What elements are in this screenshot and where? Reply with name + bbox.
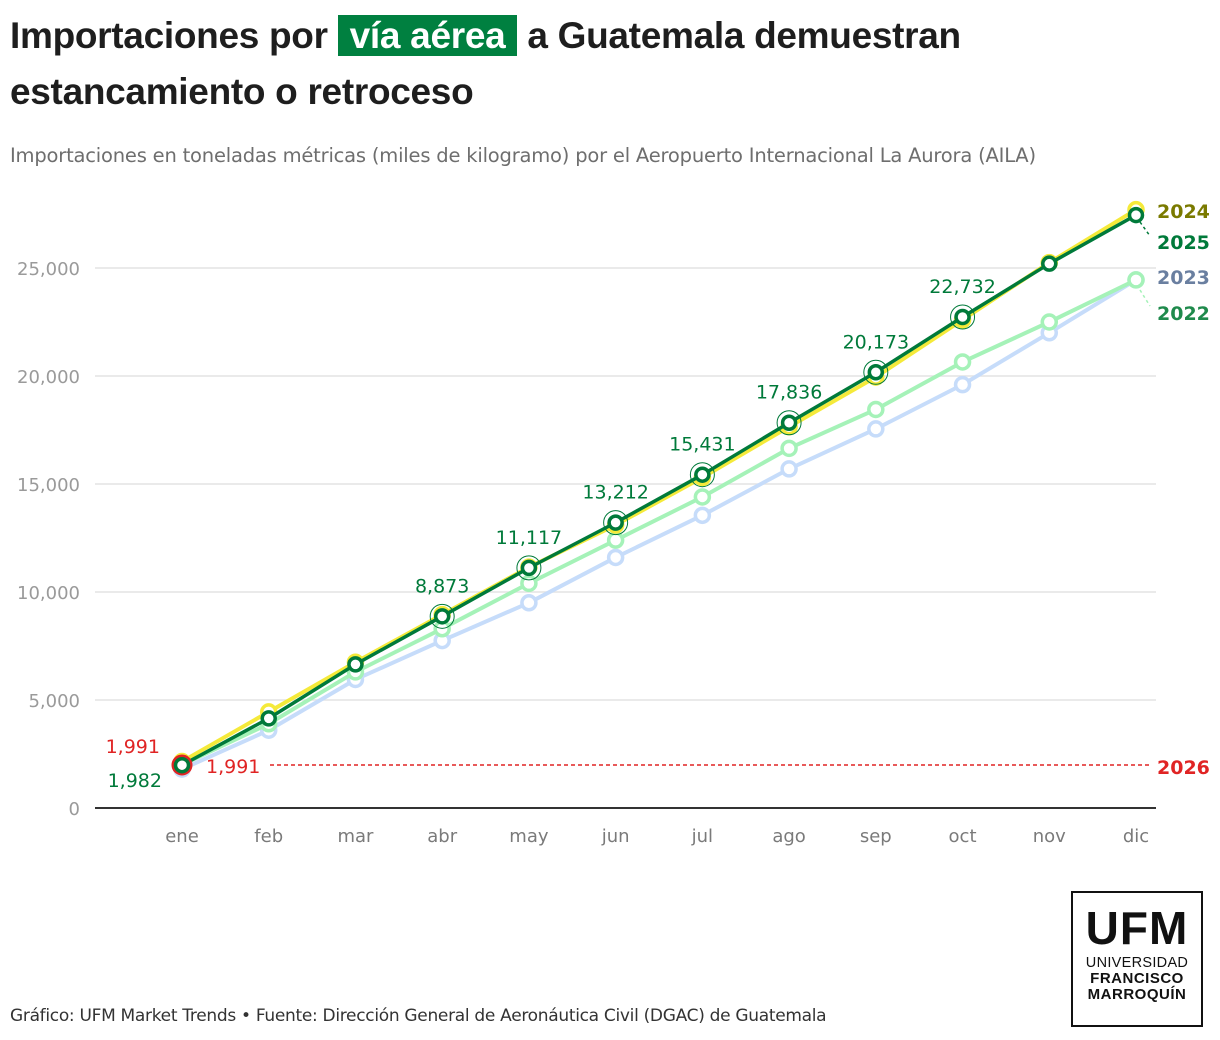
chart-title: Importaciones por vía aérea a Guatemala …	[10, 8, 1210, 120]
data-point-2023	[606, 548, 625, 567]
data-point-2023	[693, 506, 712, 525]
data-label-2025: 22,732	[929, 276, 995, 298]
line-chart: 0 5,000 10,000 15,000 20,000 25,000 ene feb mar…	[17, 200, 1210, 847]
logo-line-2: FRANCISCO	[1090, 970, 1184, 987]
data-point-2026	[171, 754, 193, 776]
y-tick-label: 0	[69, 799, 80, 820]
highlight-ring	[429, 603, 455, 629]
title-highlight: vía aérea	[337, 15, 518, 56]
data-label-2025: 20,173	[843, 331, 909, 353]
data-label-2025: 13,212	[582, 482, 648, 504]
series-label-2024: 2024	[1157, 201, 1210, 223]
data-point-2022	[606, 531, 625, 549]
x-tick-label: ene	[165, 826, 199, 847]
x-tick-label: oct	[949, 826, 977, 847]
data-point-2025	[780, 414, 798, 431]
title-part-2: a Guatemala demuestran estancamiento o r…	[10, 15, 961, 112]
series-label-2022: 2022	[1157, 303, 1210, 325]
series-label-2025: 2025	[1157, 232, 1210, 254]
data-label-2025: 1,982	[108, 770, 162, 792]
series-line-2022	[181, 278, 1137, 767]
y-tick-label: 10,000	[17, 583, 80, 604]
highlight-ring	[863, 359, 889, 385]
data-point-2022	[953, 353, 972, 371]
series-line-2023	[181, 278, 1138, 771]
series-line-2024	[181, 207, 1138, 764]
data-point-2023	[520, 594, 538, 612]
y-axis: 0 5,000 10,000 15,000 20,000 25,000	[17, 259, 80, 820]
x-tick-label: jul	[691, 826, 713, 847]
data-point-2025	[954, 308, 971, 326]
x-tick-label: feb	[254, 826, 283, 847]
series-end-labels: 2024 2025 2023 2022 2026	[1139, 201, 1210, 779]
series-lines	[171, 200, 1145, 778]
data-point-2025	[347, 656, 364, 673]
chart-subtitle: Importaciones en toneladas métricas (mil…	[10, 144, 1036, 167]
x-tick-label: nov	[1033, 826, 1066, 847]
series-line-2025	[181, 213, 1137, 767]
title-part-1: Importaciones por	[10, 15, 338, 56]
data-point-2023	[867, 420, 885, 438]
data-label-2025: 8,873	[415, 575, 469, 597]
x-tick-label: mar	[337, 826, 374, 847]
x-tick-label: may	[509, 826, 549, 847]
series-label-2026: 2026	[1157, 757, 1210, 779]
x-tick-label: dic	[1123, 826, 1149, 847]
data-point-2025	[173, 756, 191, 774]
data-point-2025	[867, 364, 885, 381]
data-label-2026: 1,991	[106, 736, 160, 758]
logo-line-3: MARROQUÍN	[1087, 986, 1187, 1003]
y-tick-label: 15,000	[17, 475, 80, 496]
data-point-2025	[694, 466, 711, 483]
data-point-2022	[867, 400, 885, 419]
label-connector-2022	[1139, 289, 1151, 307]
source-credit: Gráfico: UFM Market Trends • Fuente: Dir…	[10, 1006, 827, 1026]
ufm-logo: UFM UNIVERSIDAD FRANCISCO MARROQUÍN	[1071, 891, 1203, 1027]
label-connector-2025	[1139, 221, 1151, 237]
data-point-2023	[953, 375, 972, 394]
y-tick-label: 5,000	[28, 691, 80, 712]
x-tick-label: jun	[601, 826, 630, 847]
x-tick-label: ago	[772, 826, 805, 847]
logo-line-1: UNIVERSIDAD	[1085, 955, 1189, 971]
x-axis: ene feb mar abr may jun jul ago sep oct nov dic	[95, 807, 1156, 847]
data-label-2025: 17,836	[756, 382, 822, 404]
y-tick-label: 20,000	[17, 367, 80, 388]
data-point-2022	[780, 439, 798, 458]
data-point-2025	[1041, 255, 1058, 272]
data-point-2022	[1127, 271, 1145, 289]
highlight-ring	[603, 510, 629, 536]
data-label-2025: 11,117	[496, 527, 562, 549]
x-tick-label: sep	[860, 826, 892, 847]
x-tick-label: abr	[427, 826, 457, 847]
data-point-2025	[260, 710, 277, 727]
highlight-ring	[689, 462, 715, 488]
y-tick-label: 25,000	[17, 259, 80, 280]
annotations: 1,982 1,991 1,991 8,873 11,117 13,212 15,431 17…	[106, 276, 996, 792]
data-label-2025: 15,431	[669, 434, 735, 456]
data-point-2025	[607, 514, 624, 531]
series-label-2023: 2023	[1157, 267, 1210, 289]
data-label-2026: 1,991	[206, 756, 260, 778]
highlight-ring	[516, 555, 542, 581]
highlight-ring	[776, 410, 802, 436]
data-point-2023	[780, 460, 798, 478]
logo-ufm: UFM	[1085, 902, 1189, 954]
data-point-2025	[1127, 206, 1145, 224]
data-point-2025	[520, 559, 538, 577]
highlight-ring	[950, 304, 976, 330]
data-point-2022	[693, 488, 712, 506]
data-point-2025	[433, 608, 451, 625]
data-point-2022	[1040, 313, 1059, 331]
